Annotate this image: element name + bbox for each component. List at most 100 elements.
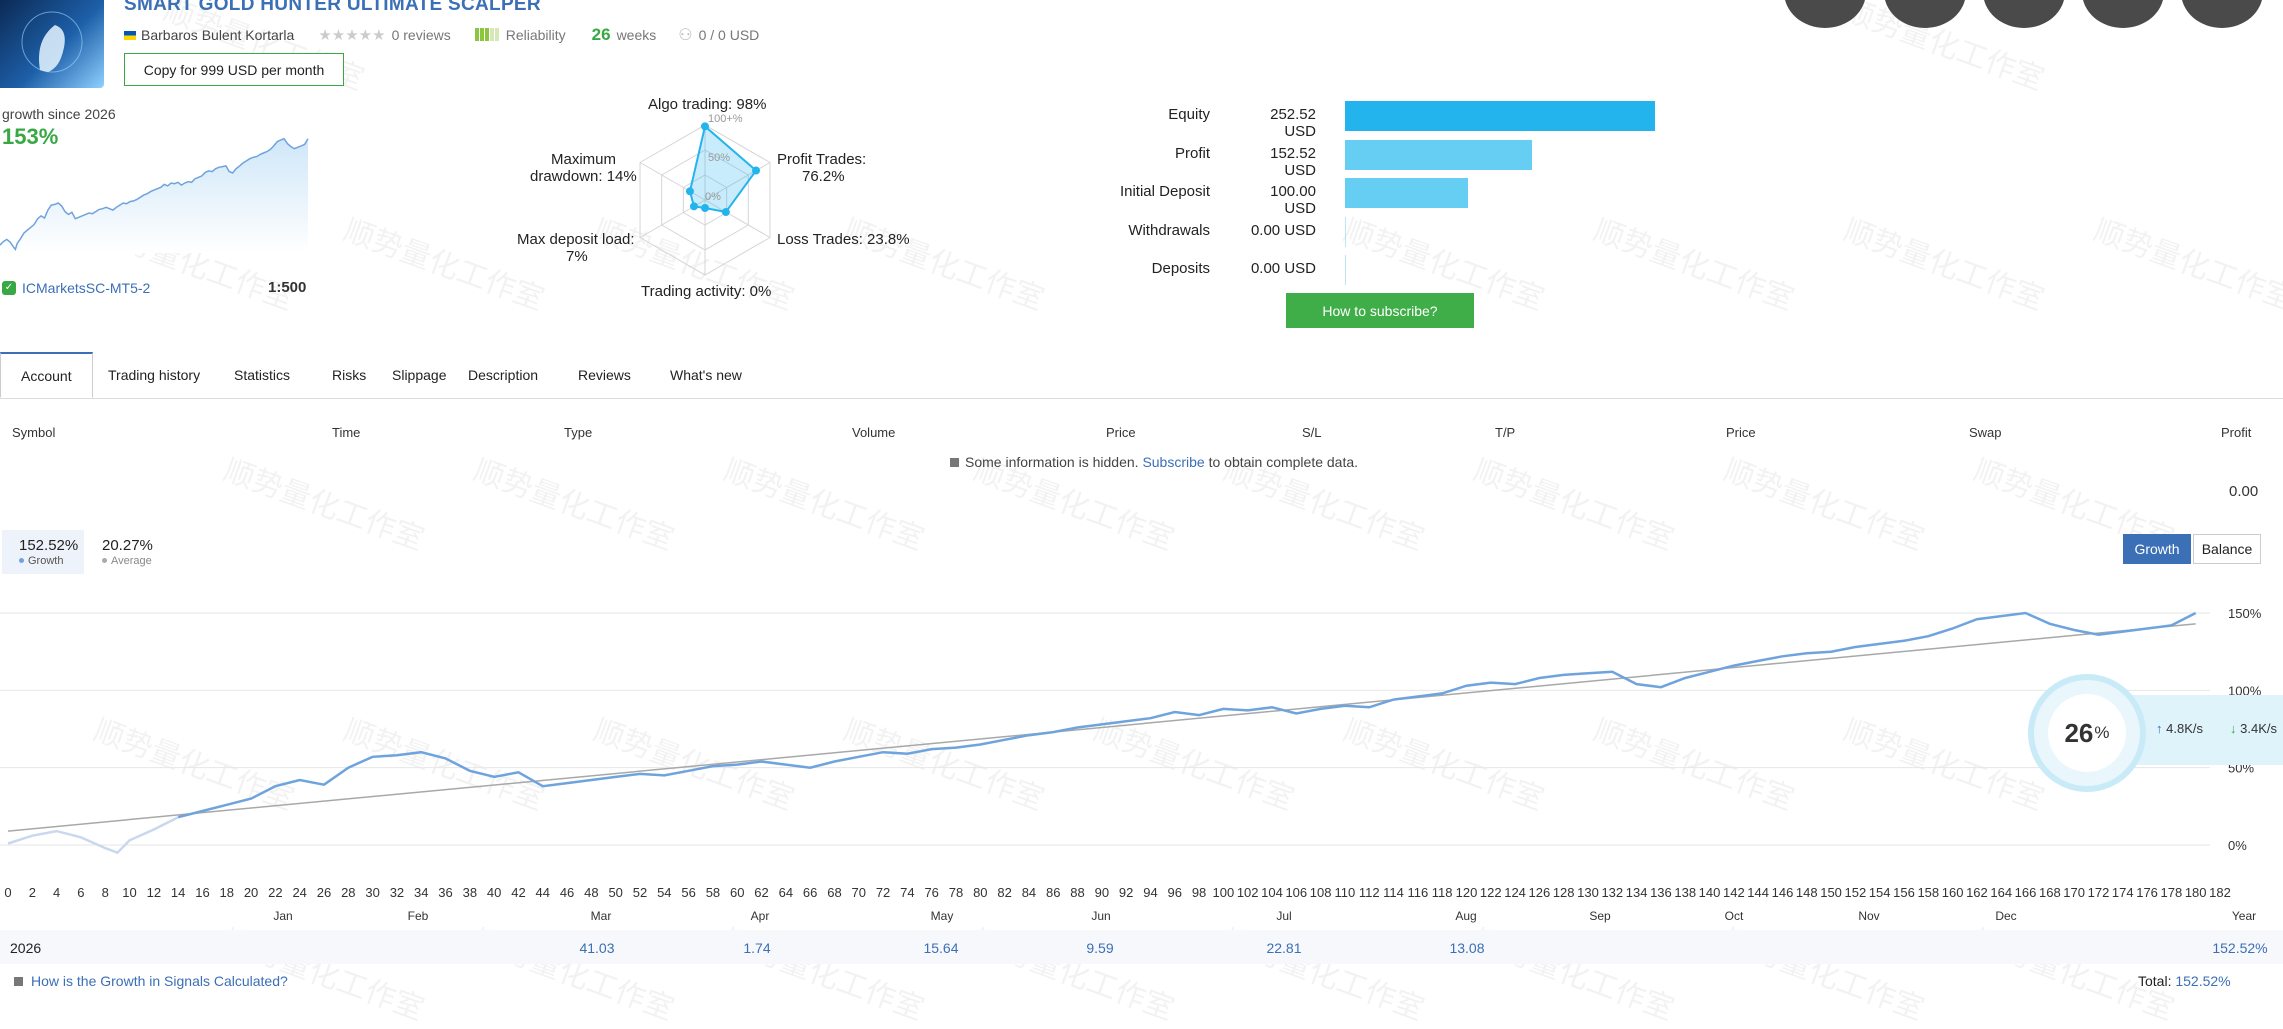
x-tick-label: 2 xyxy=(29,885,36,900)
x-tick-label: 24 xyxy=(292,885,306,900)
legend-average-label-wrap: Average xyxy=(102,555,152,567)
month-value[interactable]: 9.59 xyxy=(1086,940,1114,956)
radar-drawdown-label-1: Maximum xyxy=(551,151,617,168)
legend-growth-label-wrap: Growth xyxy=(19,555,63,567)
speed-ring-value: 26% xyxy=(2048,694,2126,772)
leverage-value: 1:500 xyxy=(268,279,307,296)
tab-account[interactable]: Account xyxy=(0,352,93,398)
bar-label: Equity xyxy=(1168,106,1210,123)
toolbar-circle-button[interactable] xyxy=(1884,0,1966,28)
toolbar-circle-button[interactable] xyxy=(2181,0,2263,28)
column-header-time[interactable]: Time xyxy=(332,425,361,440)
radar-point xyxy=(701,122,709,131)
column-header-volume[interactable]: Volume xyxy=(852,425,896,440)
month-label: May xyxy=(931,909,954,923)
x-tick-label: 182 xyxy=(2209,885,2231,900)
x-tick-label: 134 xyxy=(1626,885,1648,900)
signal-avatar[interactable] xyxy=(0,0,104,88)
column-header-type[interactable]: Type xyxy=(564,425,593,440)
speed-ring[interactable]: 26% xyxy=(2034,680,2140,786)
tab-risks[interactable]: Risks xyxy=(332,367,367,383)
x-tick-label: 110 xyxy=(1335,885,1356,900)
radar-drawdown-label-2: drawdown: 14% xyxy=(530,168,637,185)
hidden-info-row: Some information is hidden. Subscribe to… xyxy=(950,454,1358,470)
radar-point xyxy=(752,166,761,175)
radar-ring-50: 50% xyxy=(708,152,730,164)
balance-toggle-button[interactable]: Balance xyxy=(2193,534,2261,564)
x-tick-label: 138 xyxy=(1674,885,1696,900)
total-value: 152.52% xyxy=(2175,973,2231,989)
x-tick-label: 68 xyxy=(827,885,841,900)
x-tick-label: 8 xyxy=(102,885,109,900)
tab-reviews[interactable]: Reviews xyxy=(578,367,631,383)
column-header-swap[interactable]: Swap xyxy=(1969,425,2002,440)
x-tick-label: 160 xyxy=(1942,885,1964,900)
author-name[interactable]: Barbaros Bulent Kortarla xyxy=(141,27,295,43)
x-tick-label: 10 xyxy=(122,885,136,900)
legend-growth[interactable]: 152.52% Growth xyxy=(2,530,84,574)
x-tick-label: 166 xyxy=(2015,885,2037,900)
column-header-s-l[interactable]: S/L xyxy=(1302,425,1322,440)
x-tick-label: 174 xyxy=(2112,885,2134,900)
column-header-symbol[interactable]: Symbol xyxy=(12,425,56,440)
bar-value: 152.52 USD xyxy=(1270,144,1316,179)
x-tick-label: 116 xyxy=(1407,885,1428,900)
total-row: Total: 152.52% xyxy=(2138,973,2231,989)
bar-fill xyxy=(1345,178,1468,208)
month-value[interactable]: 13.08 xyxy=(1449,940,1485,956)
month-label: Nov xyxy=(1858,909,1879,923)
x-tick-label: 78 xyxy=(949,885,963,900)
broker-name[interactable]: ICMarketsSC-MT5-2 xyxy=(22,280,151,296)
tab-trading-history[interactable]: Trading history xyxy=(108,367,201,383)
x-tick-label: 86 xyxy=(1046,885,1060,900)
toolbar-circle-button[interactable] xyxy=(2082,0,2164,28)
radar-activity-label: Trading activity: 0% xyxy=(641,283,772,300)
x-tick-label: 54 xyxy=(657,885,671,900)
x-tick-label: 142 xyxy=(1723,885,1745,900)
tab-description[interactable]: Description xyxy=(468,367,539,383)
x-tick-label: 104 xyxy=(1261,885,1283,900)
month-label: Oct xyxy=(1725,909,1744,923)
legend-dot-icon xyxy=(19,558,24,563)
signal-title[interactable]: SMART GOLD HUNTER ULTIMATE SCALPER xyxy=(124,0,541,15)
column-header-t-p[interactable]: T/P xyxy=(1495,425,1516,440)
radar-point xyxy=(685,187,694,196)
tab-bar: Account Trading history Statistics Risks Sli… xyxy=(0,352,2283,399)
tab-statistics[interactable]: Statistics xyxy=(234,367,291,383)
toolbar-circle-button[interactable] xyxy=(1983,0,2065,28)
month-value[interactable]: 1.74 xyxy=(743,940,771,956)
watermark-text: 顺势量化工作室 xyxy=(339,213,549,317)
tab-slippage[interactable]: Slippage xyxy=(392,367,447,383)
bar-label: Profit xyxy=(1174,144,1210,162)
month-value[interactable]: 41.03 xyxy=(579,940,615,956)
reviews-count[interactable]: 0 reviews xyxy=(391,27,451,43)
tab-what-s-new[interactable]: What's new xyxy=(670,367,742,383)
x-tick-label: 84 xyxy=(1022,885,1036,900)
radar-chart: 100+% 50% 0% xyxy=(639,113,771,276)
download-speed: ↓ 3.4K/s xyxy=(2230,721,2277,736)
month-value[interactable]: 22.81 xyxy=(1266,940,1302,956)
month-label: Aug xyxy=(1455,909,1476,923)
column-header-price[interactable]: Price xyxy=(1106,425,1136,440)
x-tick-label: 76 xyxy=(924,885,938,900)
bar-value: 0.00 USD xyxy=(1250,260,1316,277)
month-value[interactable]: 15.64 xyxy=(923,940,959,956)
month-label: Apr xyxy=(751,909,770,923)
subscribe-link[interactable]: Subscribe xyxy=(1142,454,1205,470)
radar-value-polygon xyxy=(688,124,758,214)
toolbar-circle-button[interactable] xyxy=(1784,0,1866,28)
x-tick-label: 38 xyxy=(463,885,477,900)
column-header-profit[interactable]: Profit xyxy=(2221,425,2252,440)
growth-line-early xyxy=(7,816,179,855)
column-header-price[interactable]: Price xyxy=(1726,425,1756,440)
reliability-bars-icon xyxy=(474,26,500,44)
x-tick-label: 106 xyxy=(1285,885,1307,900)
month-value[interactable]: 152.52% xyxy=(2212,940,2268,956)
legend-average[interactable]: 20.27% Average xyxy=(100,530,180,574)
copy-subscribe-button[interactable]: Copy for 999 USD per month xyxy=(124,53,344,86)
growth-calc-link[interactable]: How is the Growth in Signals Calculated? xyxy=(31,973,288,989)
x-tick-label: 42 xyxy=(511,885,525,900)
how-to-subscribe-button[interactable]: How to subscribe? xyxy=(1286,293,1474,328)
growth-calc-row: How is the Growth in Signals Calculated? xyxy=(14,973,288,989)
growth-toggle-button[interactable]: Growth xyxy=(2123,534,2191,564)
